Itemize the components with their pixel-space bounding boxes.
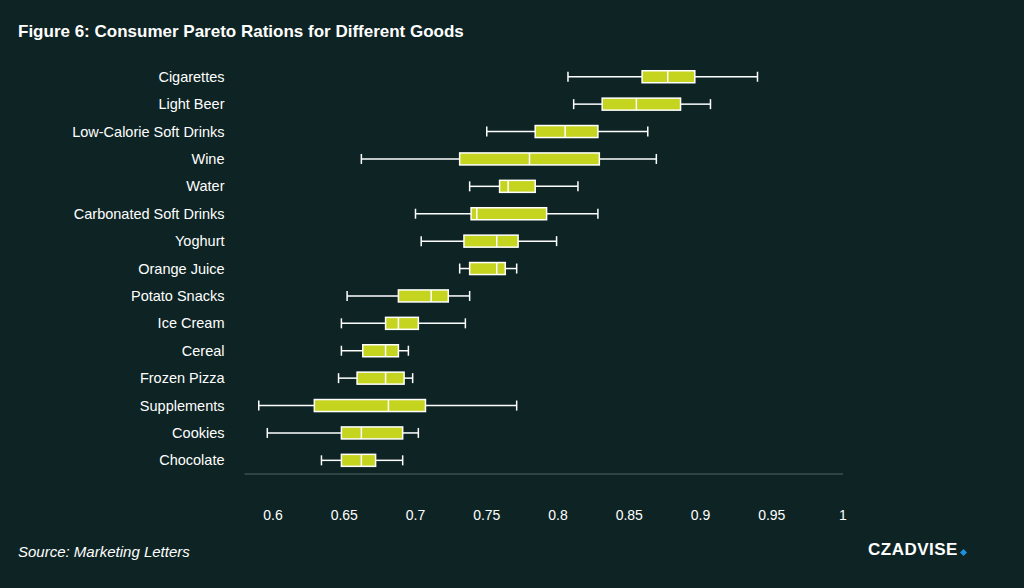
svg-text:0.7: 0.7 — [406, 507, 426, 523]
svg-text:Orange Juice: Orange Juice — [138, 261, 224, 277]
html-text:Figure 6: Consumer Pareto Rati: Figure 6: Consumer Pareto Rations for Di… — [18, 22, 464, 41]
svg-text:Supplements: Supplements — [140, 398, 225, 414]
svg-text:Ice Cream: Ice Cream — [158, 315, 225, 331]
svg-text:0.8: 0.8 — [548, 507, 568, 523]
svg-text:Water: Water — [186, 178, 224, 194]
svg-text:Potato Snacks: Potato Snacks — [131, 288, 225, 304]
svg-text:Low-Calorie Soft Drinks: Low-Calorie Soft Drinks — [72, 124, 224, 140]
svg-text:Cookies: Cookies — [172, 425, 224, 441]
html-text:Source: Marketing Letters: Source: Marketing Letters — [18, 543, 190, 560]
svg-text:Cereal: Cereal — [182, 343, 225, 359]
svg-text:0.85: 0.85 — [616, 507, 643, 523]
svg-text:0.6: 0.6 — [263, 507, 283, 523]
svg-text:Carbonated Soft Drinks: Carbonated Soft Drinks — [74, 206, 225, 222]
svg-text:Wine: Wine — [191, 151, 224, 167]
svg-text:1: 1 — [839, 507, 847, 523]
html-text:CZADVISE: CZADVISE — [868, 540, 958, 559]
svg-text:Frozen Pizza: Frozen Pizza — [140, 370, 226, 386]
svg-text:Cigarettes: Cigarettes — [158, 69, 224, 85]
svg-text:Light Beer: Light Beer — [158, 96, 224, 112]
svg-text:0.9: 0.9 — [691, 507, 711, 523]
svg-text:0.95: 0.95 — [758, 507, 785, 523]
svg-text:0.65: 0.65 — [331, 507, 358, 523]
svg-text:Chocolate: Chocolate — [159, 452, 224, 468]
svg-text:Yoghurt: Yoghurt — [175, 233, 224, 249]
svg-text:0.75: 0.75 — [473, 507, 500, 523]
